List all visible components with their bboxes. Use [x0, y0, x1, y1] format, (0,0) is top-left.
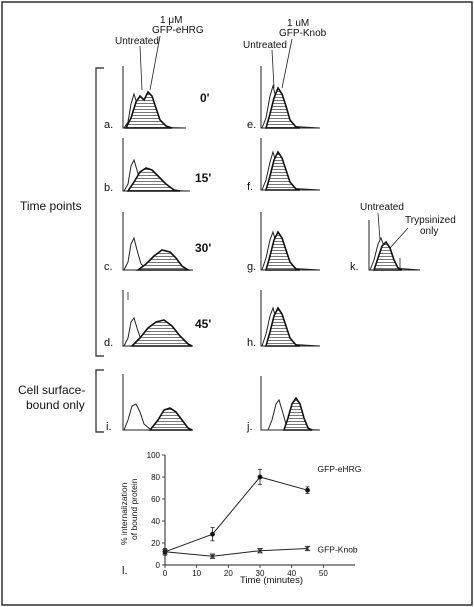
panel-i-treated-curve [148, 407, 193, 431]
right-concentration-label: 1 uM [287, 18, 309, 29]
panel-letter-i: i. [106, 421, 112, 433]
panel-d-treated-curve [130, 319, 193, 347]
surface-bound-label-line1: Cell surface- [18, 383, 85, 397]
chart-point [257, 547, 263, 554]
panel-i-untreated-curve [123, 403, 194, 431]
chart-y-label-line1: % internalization [119, 482, 129, 545]
left-protein-label: GFP-eHRG [152, 25, 204, 36]
chart-point [209, 553, 216, 559]
panel-letter-l: l. [122, 565, 128, 577]
time-label-15: 15' [195, 171, 211, 185]
panel-c-treated-curve [135, 249, 191, 271]
histogram-panel-g: g. [247, 212, 321, 273]
right-protein-label: GFP-Knob [279, 28, 327, 39]
histogram-panel-d: d. [104, 290, 194, 349]
panel-k-trypsinized-label-2: only [420, 226, 438, 237]
histogram-panel-i: i. [106, 374, 194, 433]
panel-k-untreated-label: Untreated [360, 202, 404, 213]
panel-letter-e: e. [247, 119, 256, 131]
chart-x-tick-label: 20 [224, 569, 233, 578]
right-untreated-label: Untreated [243, 40, 287, 51]
panel-k-untreated-pointer [377, 212, 381, 241]
left-untreated-label: Untreated [115, 36, 159, 47]
panel-h-axes [260, 290, 320, 347]
left-protein-pointer [149, 35, 161, 91]
chart-series-line [164, 548, 308, 557]
time-points-label: Time points [20, 199, 82, 213]
chart-point [257, 474, 263, 480]
histogram-panel-k: k. Untreated Trypsinized only [350, 202, 456, 273]
left-concentration-label: 1 μM [160, 15, 182, 26]
chart-y-tick-label: 0 [156, 561, 161, 570]
time-label-45: 45' [195, 317, 211, 331]
chart-point [305, 487, 310, 493]
histogram-panel-a: a. [104, 66, 187, 131]
chart-y-tick-label: 60 [151, 495, 160, 504]
histogram-panel-h: h. [247, 290, 321, 349]
surface-bound-bracket [95, 369, 104, 433]
right-untreated-pointer [271, 49, 275, 89]
panel-letter-f: f. [247, 181, 253, 193]
chart-series-line [164, 476, 308, 553]
chart-x-tick-label: 30 [256, 569, 265, 578]
chart-l-plot: 0 20 40 60 80 100 0 10 20 30 40 50 GFP-eHRG GFP-Knob [147, 451, 362, 578]
panel-letter-b: b. [104, 182, 113, 194]
panel-g-treated-curve [264, 230, 301, 271]
panel-f-treated-curve [264, 150, 301, 191]
chart-x-tick-label: 40 [287, 569, 296, 578]
chart-point [210, 531, 215, 537]
panel-k-trypsinized-label: Trypsinized [405, 215, 456, 226]
panel-letter-j: j. [246, 421, 253, 433]
histogram-panel-e: e. [247, 66, 321, 131]
histogram-panel-c: c. [104, 212, 194, 273]
chart-x-tick-label: 10 [192, 569, 201, 578]
chart-y-tick-label: 80 [151, 473, 160, 482]
panel-letter-g: g. [247, 261, 256, 273]
histogram-panel-f: f. [247, 138, 321, 193]
histogram-panel-j: j. [246, 376, 321, 433]
chart-series-label: GFP-Knob [318, 545, 358, 555]
panel-letter-h: h. [247, 337, 256, 349]
panel-k-treated-curve [372, 240, 403, 271]
panel-letter-k: k. [350, 261, 359, 273]
panel-a-treated-curve [124, 90, 173, 129]
chart-y-tick-label: 100 [147, 451, 161, 460]
chart-y-tick-label: 20 [151, 539, 160, 548]
chart-x-tick-label: 50 [319, 569, 328, 578]
line-chart-panel-l: l. % internalization of bound protein Ti… [119, 451, 361, 586]
histogram-panel-b: b. [104, 138, 191, 194]
panel-letter-c: c. [104, 261, 113, 273]
panel-j-treated-curve [282, 396, 313, 431]
panel-letter-a: a. [104, 119, 113, 131]
chart-point [304, 545, 311, 552]
left-untreated-pointer [139, 45, 143, 91]
chart-y-label-line2: of bound protein [129, 478, 139, 540]
panel-e-axes [260, 66, 320, 129]
chart-series-label: GFP-eHRG [318, 464, 362, 474]
right-protein-pointer [281, 38, 293, 89]
chart-x-label: Time (minutes) [240, 575, 303, 586]
chart-y-tick-label: 40 [151, 517, 160, 526]
time-label-30: 30' [195, 241, 211, 255]
surface-bound-label-line2: bound only [26, 398, 85, 412]
panel-k-axes [368, 220, 420, 271]
time-label-0: 0' [200, 91, 210, 105]
panel-f-axes [260, 138, 320, 191]
panel-b-treated-curve [126, 167, 181, 192]
chart-point [162, 549, 168, 555]
panel-e-treated-curve [264, 86, 301, 129]
panel-letter-d: d. [104, 337, 113, 349]
panel-k-trypsinized-pointer [389, 227, 409, 249]
time-points-bracket [95, 67, 104, 357]
panel-g-axes [260, 212, 320, 271]
chart-x-tick-label: 0 [163, 569, 168, 578]
panel-h-treated-curve [264, 306, 301, 347]
